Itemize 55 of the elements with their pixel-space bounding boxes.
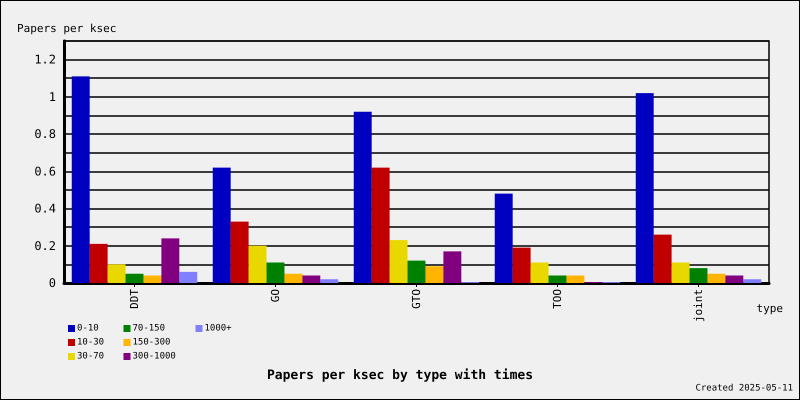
legend-label: 1000+ bbox=[204, 324, 232, 334]
x-tick-label: GTO bbox=[410, 289, 423, 309]
bar bbox=[161, 238, 180, 283]
bar bbox=[512, 248, 531, 283]
bar bbox=[143, 276, 162, 283]
y-axis-title: Papers per ksec bbox=[17, 22, 116, 35]
bar bbox=[390, 240, 408, 283]
y-tick-label: 0.2 bbox=[34, 238, 56, 253]
bar bbox=[408, 260, 426, 283]
legend-label: 0-10 bbox=[77, 324, 99, 334]
legend-label: 30-70 bbox=[77, 352, 104, 362]
bar bbox=[743, 279, 762, 283]
bar bbox=[284, 274, 302, 283]
bar bbox=[707, 274, 726, 283]
bar bbox=[672, 262, 690, 283]
bar bbox=[372, 168, 390, 283]
y-tick-label: 0.8 bbox=[34, 127, 56, 142]
bar bbox=[320, 279, 338, 283]
bar bbox=[725, 276, 744, 283]
bar bbox=[566, 276, 584, 283]
bar bbox=[302, 276, 320, 283]
bar bbox=[90, 244, 108, 283]
legend-label: 10-30 bbox=[77, 338, 104, 348]
y-tick-label: 1.2 bbox=[34, 52, 56, 67]
legend-label: 70-150 bbox=[132, 324, 166, 334]
bar bbox=[654, 234, 672, 283]
bar bbox=[230, 222, 249, 283]
bar bbox=[266, 262, 284, 283]
bar bbox=[72, 76, 90, 283]
bar bbox=[425, 266, 444, 283]
bar bbox=[443, 251, 462, 283]
y-tick-label: 0.6 bbox=[34, 164, 56, 178]
bar bbox=[354, 112, 372, 283]
bar bbox=[548, 276, 566, 283]
bar bbox=[494, 194, 513, 283]
x-axis-title: type bbox=[756, 302, 784, 315]
x-tick-label: GO bbox=[269, 289, 282, 302]
bar bbox=[530, 262, 549, 283]
bar bbox=[636, 93, 654, 283]
bar bbox=[179, 272, 198, 283]
x-tick-label: DDT bbox=[128, 288, 141, 309]
legend-label: 300-1000 bbox=[132, 352, 176, 362]
x-tick-label: TOO bbox=[551, 289, 564, 309]
y-tick-label: 1 bbox=[48, 90, 56, 104]
bar bbox=[690, 268, 708, 283]
bar bbox=[126, 274, 144, 283]
bar bbox=[212, 168, 231, 283]
y-tick-label: 0.4 bbox=[34, 202, 56, 216]
text: Created 2025-05-11 bbox=[695, 384, 794, 394]
legend-label: 150-300 bbox=[132, 338, 170, 348]
x-tick-label: joint bbox=[692, 289, 705, 322]
text: Papers per ksec by type with times bbox=[266, 368, 534, 383]
y-tick-label: 0 bbox=[48, 276, 56, 290]
bar bbox=[248, 246, 267, 283]
bar bbox=[108, 264, 126, 283]
